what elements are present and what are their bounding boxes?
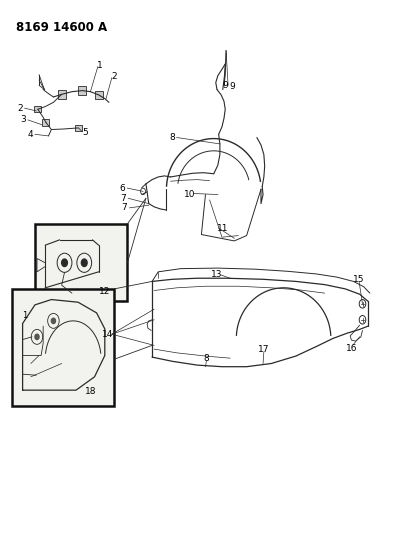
- Text: 8: 8: [170, 133, 175, 142]
- Text: 8169 14600 A: 8169 14600 A: [16, 21, 108, 34]
- Text: 6: 6: [120, 184, 125, 192]
- Text: 9: 9: [229, 82, 235, 91]
- Circle shape: [51, 318, 55, 324]
- Text: 2: 2: [111, 72, 117, 80]
- Text: 1: 1: [97, 61, 103, 69]
- Text: 11: 11: [217, 224, 229, 232]
- Text: 2: 2: [18, 104, 23, 112]
- Bar: [58, 90, 66, 99]
- Bar: [42, 119, 49, 126]
- Circle shape: [62, 259, 67, 266]
- Text: 1: 1: [22, 311, 27, 320]
- Text: 8: 8: [203, 354, 209, 362]
- Text: 12: 12: [99, 287, 111, 296]
- Text: 15: 15: [353, 276, 364, 284]
- Text: 13: 13: [211, 270, 223, 279]
- Text: 7: 7: [120, 194, 126, 203]
- Bar: [95, 91, 103, 99]
- Text: 16: 16: [346, 344, 357, 352]
- Bar: [75, 125, 82, 131]
- Text: 10: 10: [184, 190, 196, 199]
- Text: 14: 14: [102, 330, 113, 338]
- Bar: [78, 86, 86, 95]
- Bar: [34, 106, 41, 112]
- Circle shape: [35, 334, 39, 340]
- Text: 17: 17: [258, 345, 270, 354]
- FancyBboxPatch shape: [12, 289, 114, 406]
- Text: 5: 5: [83, 128, 88, 136]
- Text: 3: 3: [21, 116, 26, 124]
- Circle shape: [81, 259, 87, 266]
- Text: 18: 18: [85, 387, 96, 395]
- FancyBboxPatch shape: [35, 224, 127, 301]
- Text: 9: 9: [222, 81, 228, 90]
- Text: 4: 4: [28, 130, 33, 139]
- Text: 7: 7: [122, 204, 127, 212]
